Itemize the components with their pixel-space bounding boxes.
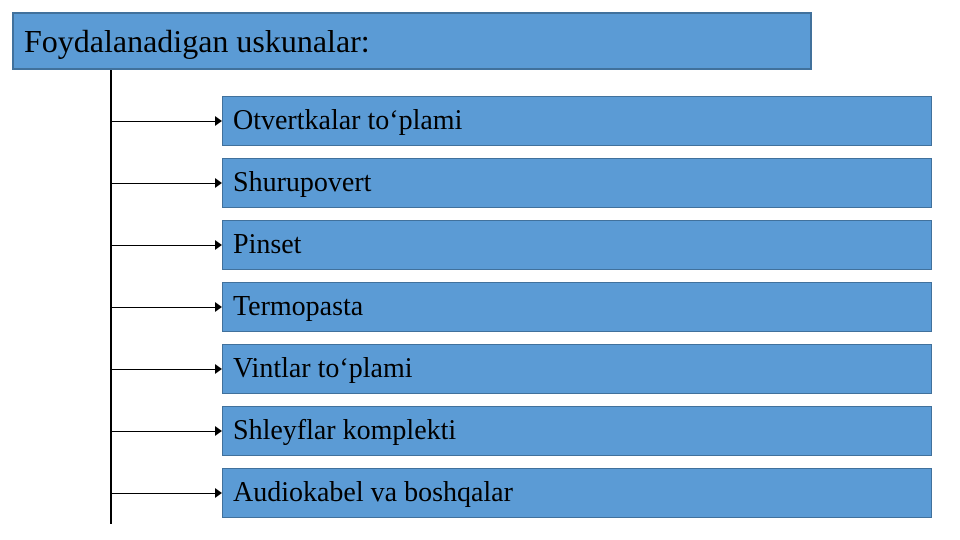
connector-arrowhead bbox=[215, 488, 222, 498]
list-item-label: Audiokabel va boshqalar bbox=[233, 477, 513, 509]
list-item-label: Pinset bbox=[233, 229, 301, 261]
connector-line bbox=[112, 245, 215, 246]
list-item-label: Shurupovert bbox=[233, 167, 371, 199]
connector-arrowhead bbox=[215, 116, 222, 126]
list-item: Shurupovert bbox=[222, 158, 932, 208]
list-item-label: Otvertkalar to‘plami bbox=[233, 105, 462, 137]
list-item: Pinset bbox=[222, 220, 932, 270]
connector-arrowhead bbox=[215, 178, 222, 188]
connector-line bbox=[112, 121, 215, 122]
list-item: Otvertkalar to‘plami bbox=[222, 96, 932, 146]
spine-line bbox=[110, 70, 112, 524]
header-text: Foydalanadigan uskunalar: bbox=[24, 23, 370, 60]
list-item: Vintlar to‘plami bbox=[222, 344, 932, 394]
diagram-canvas: Foydalanadigan uskunalar: Otvertkalar to… bbox=[0, 0, 960, 540]
list-item: Termopasta bbox=[222, 282, 932, 332]
connector-arrowhead bbox=[215, 426, 222, 436]
list-item-label: Vintlar to‘plami bbox=[233, 353, 413, 385]
connector-arrowhead bbox=[215, 364, 222, 374]
connector-line bbox=[112, 369, 215, 370]
connector-line bbox=[112, 307, 215, 308]
header-box: Foydalanadigan uskunalar: bbox=[12, 12, 812, 70]
list-item-label: Shleyflar komplekti bbox=[233, 415, 456, 447]
list-item-label: Termopasta bbox=[233, 291, 363, 323]
list-item: Shleyflar komplekti bbox=[222, 406, 932, 456]
connector-line bbox=[112, 493, 215, 494]
connector-line bbox=[112, 431, 215, 432]
connector-line bbox=[112, 183, 215, 184]
connector-arrowhead bbox=[215, 302, 222, 312]
connector-arrowhead bbox=[215, 240, 222, 250]
list-item: Audiokabel va boshqalar bbox=[222, 468, 932, 518]
